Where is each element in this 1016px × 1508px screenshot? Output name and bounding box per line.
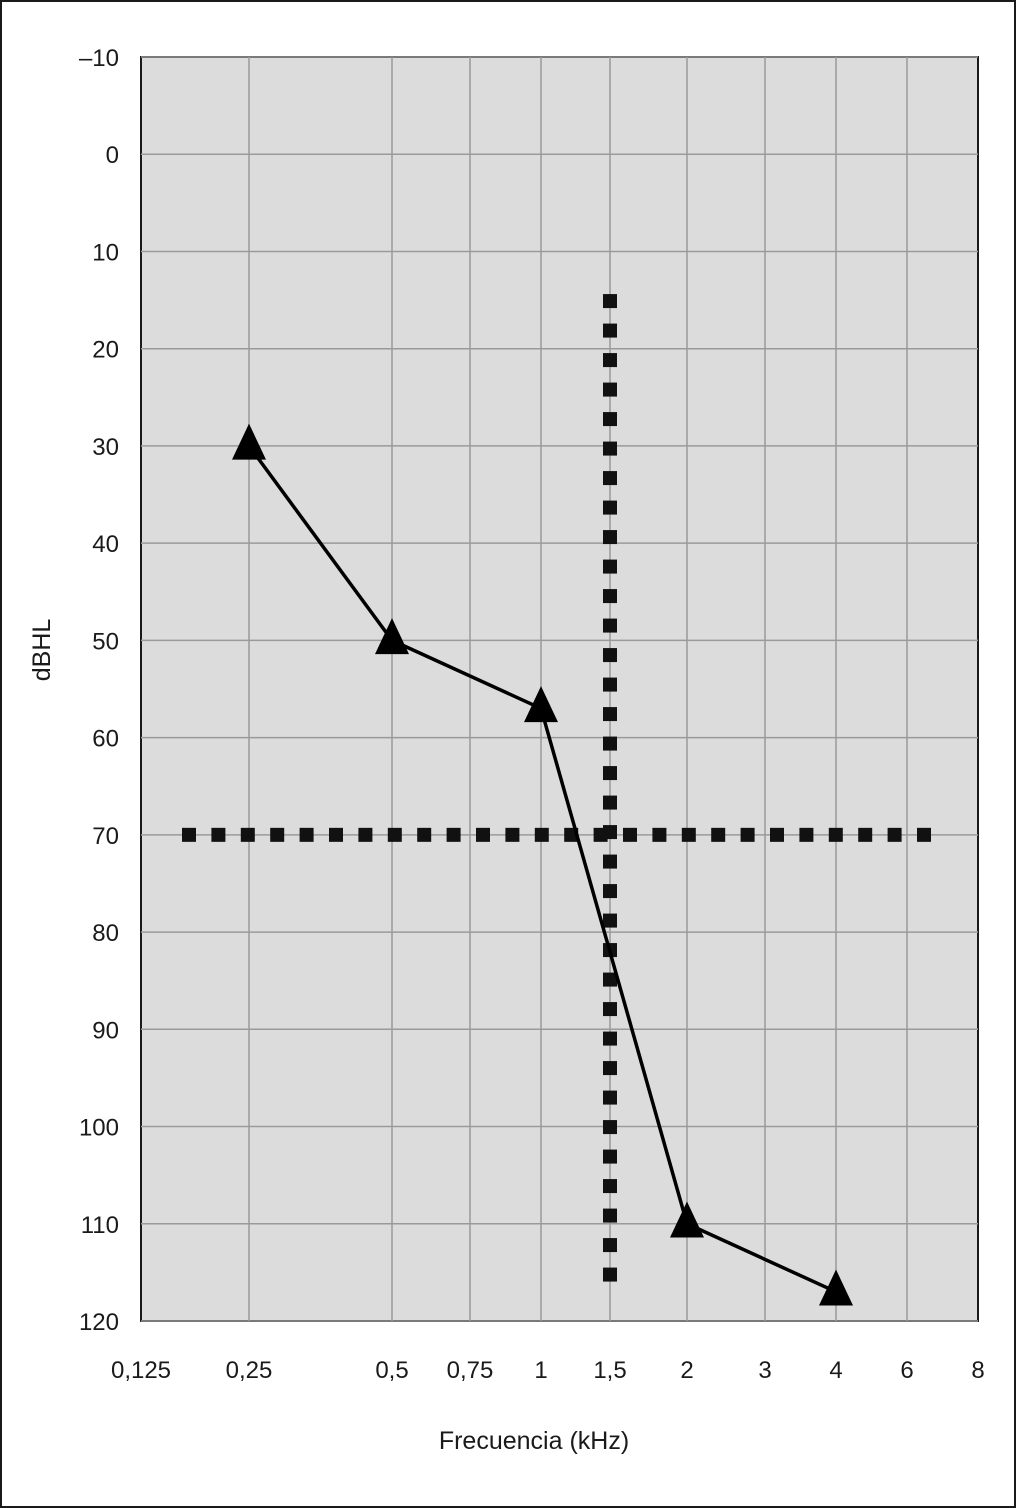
x-tick-label: 0,5	[375, 1357, 408, 1384]
triangle-marker	[524, 686, 558, 723]
reference-dot-v	[603, 766, 617, 781]
reference-dot-v	[603, 294, 617, 309]
reference-dot-v	[603, 353, 617, 368]
reference-dot-v	[603, 825, 617, 840]
reference-dot-v	[603, 618, 617, 633]
x-tick-label: 1	[534, 1357, 547, 1384]
reference-dot-h	[770, 827, 784, 842]
reference-dot-h	[858, 827, 873, 842]
series-layer	[232, 423, 853, 1306]
triangle-marker	[375, 618, 409, 655]
reference-dot-v	[603, 972, 617, 987]
plot-area	[140, 56, 979, 1322]
reference-dot-h	[476, 827, 490, 842]
reference-dot-v	[603, 1090, 617, 1105]
y-tick-label: 100	[79, 1115, 119, 1142]
reference-dot-v	[603, 736, 617, 751]
reference-dot-h	[652, 827, 667, 842]
y-tick-label: 40	[92, 531, 119, 558]
y-tick-label: 90	[92, 1017, 119, 1044]
reference-dot-v	[603, 884, 617, 899]
x-axis-label: Frecuencia (kHz)	[439, 1427, 629, 1455]
reference-dot-h	[182, 827, 196, 842]
triangle-marker	[232, 423, 266, 460]
reference-dot-h	[387, 827, 402, 842]
x-tick-label: 0,25	[226, 1357, 273, 1384]
reference-dot-v	[603, 382, 617, 397]
reference-dot-h	[681, 827, 696, 842]
reference-dot-v	[603, 471, 617, 486]
x-tick-label: 0,75	[447, 1357, 494, 1384]
reference-dot-h	[799, 827, 814, 842]
reference-dot-h	[358, 827, 373, 842]
reference-dot-h	[270, 827, 285, 842]
reference-dot-h	[711, 827, 726, 842]
reference-dot-h	[740, 827, 755, 842]
x-tick-label: 0,125	[111, 1357, 171, 1384]
reference-dot-v	[603, 677, 617, 692]
x-tick-label: 2	[680, 1357, 693, 1384]
reference-dot-v	[603, 1179, 617, 1194]
reference-dot-h	[417, 827, 432, 842]
y-tick-label: 60	[92, 726, 119, 753]
reference-dot-v	[603, 707, 617, 722]
reference-dot-h	[917, 827, 931, 842]
reference-dot-v	[603, 1031, 617, 1046]
reference-dot-v	[603, 1267, 617, 1282]
y-tick-label: 30	[92, 434, 119, 461]
y-tick-label: 0	[106, 142, 119, 169]
reference-dot-h	[329, 827, 343, 842]
y-tick-label: 120	[79, 1309, 119, 1336]
y-tick-label: 110	[81, 1212, 119, 1239]
reference-dot-h	[240, 827, 255, 842]
reference-dot-h	[534, 827, 549, 842]
y-tick-label: –10	[79, 45, 119, 72]
x-tick-label: 8	[971, 1357, 984, 1384]
reference-dot-v	[603, 1002, 617, 1017]
y-tick-label: 80	[92, 920, 119, 947]
reference-dot-h	[505, 827, 520, 842]
reference-dot-v	[603, 1120, 617, 1135]
reference-dot-v	[603, 854, 617, 869]
reference-dot-v	[603, 795, 617, 810]
reference-dot-h	[446, 827, 461, 842]
reference-dot-v	[603, 412, 617, 427]
reference-dot-h	[211, 827, 226, 842]
triangle-marker	[670, 1201, 704, 1238]
triangle-marker	[819, 1269, 853, 1306]
x-tick-label: 3	[758, 1357, 771, 1384]
y-tick-label: 70	[92, 823, 119, 850]
reference-dot-v	[603, 559, 617, 574]
reference-lines	[182, 294, 931, 1282]
reference-dot-v	[603, 530, 617, 545]
x-tick-labels: 0,125 0,25 0,5 0,75 1 1,5 2 3 4 6 8	[111, 1357, 985, 1384]
x-tick-label: 6	[900, 1357, 913, 1384]
reference-dot-v	[603, 1061, 617, 1076]
y-tick-label: 10	[92, 239, 119, 266]
y-axis-label: dBHL	[28, 619, 56, 682]
x-tick-label: 4	[829, 1357, 842, 1384]
reference-dot-v	[603, 1238, 617, 1253]
reference-dot-v	[603, 913, 617, 928]
reference-dot-v	[603, 500, 617, 515]
reference-dot-h	[887, 827, 902, 842]
reference-dot-v	[603, 589, 617, 604]
reference-dot-v	[603, 1149, 617, 1164]
reference-dot-v	[603, 323, 617, 338]
y-tick-labels: –10 0 10 20 30 40 50 60 70 80 90 100 110 120	[79, 45, 119, 1336]
y-tick-label: 50	[92, 628, 119, 655]
reference-dot-h	[828, 827, 843, 842]
y-tick-label: 20	[92, 337, 119, 364]
reference-dot-v	[603, 648, 617, 663]
reference-dot-h	[623, 827, 637, 842]
reference-dot-h	[299, 827, 314, 842]
reference-dot-v	[603, 441, 617, 456]
reference-dot-v	[603, 1208, 617, 1223]
x-tick-label: 1,5	[593, 1357, 626, 1384]
